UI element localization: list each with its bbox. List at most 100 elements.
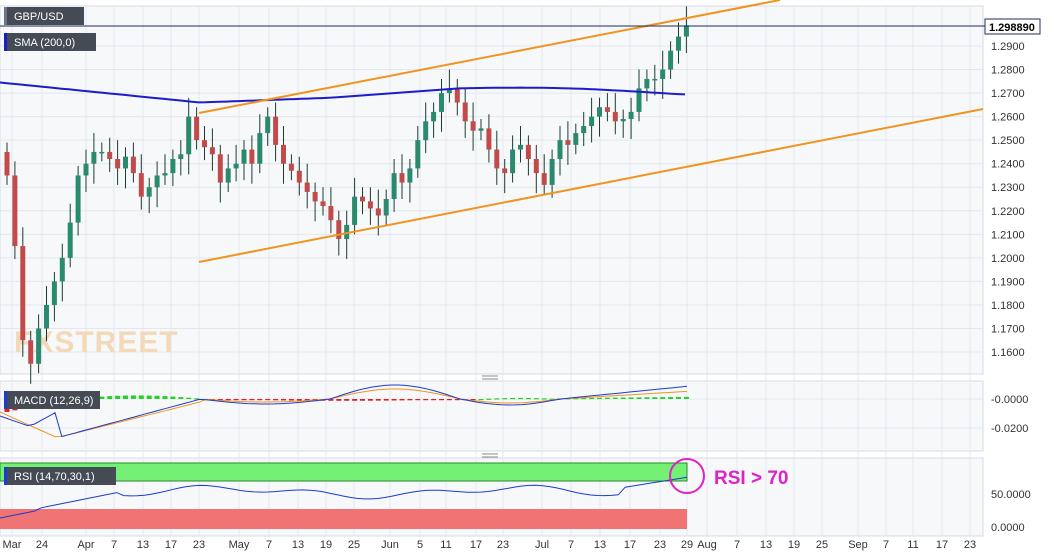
macd-hist-bar	[644, 397, 650, 399]
channel-upper-line	[198, 0, 781, 114]
candle-body	[51, 281, 57, 305]
macd-hist-bar	[470, 399, 476, 401]
x-tick-label: 11	[440, 539, 451, 551]
x-tick-label: 19	[788, 539, 800, 551]
macd-hist-bar	[138, 395, 144, 399]
candle-body	[439, 93, 444, 112]
candle-body	[99, 151, 105, 154]
macd-hist-bar	[549, 398, 555, 400]
macd-hist-bar	[186, 397, 192, 399]
candle-body	[123, 156, 128, 169]
candle-body	[44, 304, 49, 329]
x-tick-label: Aug	[697, 539, 717, 551]
candle-body	[4, 151, 10, 176]
macd-hist-bar	[636, 397, 642, 399]
x-tick-label: 13	[292, 539, 304, 551]
x-tick-label: 17	[470, 539, 482, 551]
candle-body	[454, 88, 460, 103]
price-tick-label: 1.2800	[991, 65, 1025, 77]
panel-resize-handle-1[interactable]	[482, 375, 498, 380]
macd-hist-bar	[265, 399, 271, 401]
macd-hist-bar	[668, 397, 674, 399]
last-price-badge	[984, 18, 1041, 35]
macd-hist-bar	[225, 399, 231, 401]
candle-body	[162, 173, 168, 176]
candle-body	[660, 69, 666, 79]
x-tick-label: 25	[816, 539, 828, 551]
candle-body	[668, 50, 674, 70]
candle-body	[352, 196, 358, 225]
macd-hist-bar	[99, 396, 105, 399]
macd-hist-bar	[383, 399, 389, 401]
x-tick-label: 23	[654, 539, 666, 551]
macd-hist-bar	[233, 399, 239, 401]
macd-hist-bar	[399, 399, 405, 401]
macd-hist-bar	[241, 399, 247, 401]
candle-body	[12, 175, 18, 247]
candle-body	[391, 173, 397, 200]
candle-body	[604, 107, 610, 112]
macd-hist-bar	[446, 399, 452, 401]
x-tick-label: 17	[165, 539, 177, 551]
candle-body	[525, 144, 531, 159]
candle-body	[541, 173, 547, 185]
x-tick-label: 24	[36, 539, 48, 551]
panel-resize-handle-2[interactable]	[482, 453, 498, 458]
candle-body	[478, 128, 484, 131]
candle-body	[446, 88, 452, 94]
macd-hist-bar	[375, 399, 381, 401]
price-tick-label: 1.2500	[991, 135, 1025, 147]
candle-body	[636, 88, 642, 112]
candle-body	[415, 140, 421, 169]
macd-hist-bar	[676, 396, 681, 399]
macd-hist-bar	[628, 397, 634, 399]
macd-hist-bar	[573, 398, 579, 400]
candle-body	[146, 187, 152, 197]
candle-body	[320, 201, 326, 207]
candle-body	[209, 147, 215, 155]
x-tick-label: 25	[348, 539, 360, 551]
candle-body	[75, 175, 81, 223]
price-tick-label: 1.1700	[991, 323, 1025, 335]
macd-badge	[4, 391, 100, 409]
candle-body	[612, 111, 618, 122]
price-panel-bg	[0, 5, 984, 375]
macd-hist-bar	[352, 399, 358, 401]
candle-body	[336, 220, 342, 240]
sma-label: SMA (200,0)	[14, 37, 75, 49]
candle-body	[304, 182, 310, 192]
macd-hist-bar	[620, 397, 626, 399]
candle-body	[510, 149, 516, 174]
macd-hist-bar	[612, 397, 618, 399]
candle-body	[375, 208, 381, 216]
x-tick-label: 17	[624, 539, 636, 551]
candle-body	[202, 140, 207, 148]
x-tick-label: May	[229, 539, 250, 551]
candle-body	[557, 140, 563, 159]
candle-body	[328, 206, 334, 221]
macd-hist-bar	[249, 399, 255, 401]
macd-hist-bar	[683, 396, 689, 399]
x-tick-label: 13	[137, 539, 149, 551]
candle-body	[312, 191, 318, 202]
grid-lines	[0, 6, 983, 536]
candle-body	[107, 151, 113, 159]
candle-body	[620, 118, 626, 122]
macd-hist-bar	[502, 398, 508, 400]
candle-body	[628, 111, 634, 119]
rsi-label: RSI (14,70,30,1)	[14, 471, 95, 483]
candle-body	[59, 257, 65, 282]
macd-hist-bar	[336, 399, 342, 401]
x-tick-label: 23	[193, 539, 205, 551]
macd-hist-bar	[360, 399, 365, 401]
x-tick-label: 17	[936, 539, 948, 551]
candle-body	[265, 116, 271, 134]
axis-labels: 1.2900 1.2800 1.2700 1.2600 1.2500 1.2400 1.23…	[3, 41, 1031, 551]
sma-200-line	[0, 81, 686, 104]
x-tick-label: 7	[568, 539, 574, 551]
rsi-highlight-circle	[669, 458, 705, 494]
macd-hist-bar	[367, 399, 373, 401]
candle-body	[273, 116, 279, 145]
candle-body	[225, 168, 231, 183]
candle-body	[462, 102, 468, 122]
